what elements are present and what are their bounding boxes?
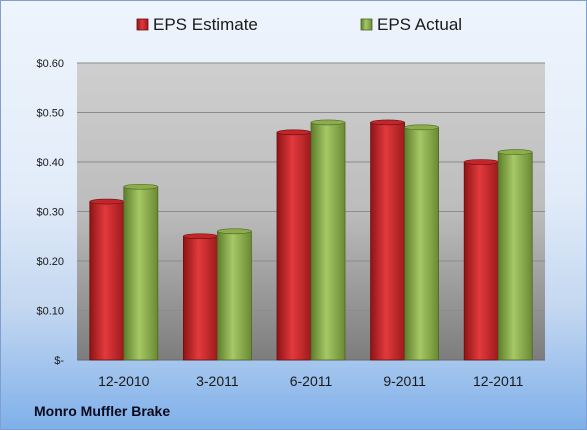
bar-top [89, 198, 125, 205]
bar-eps-actual [123, 186, 159, 361]
x-tick-label: 12-2010 [98, 373, 150, 389]
y-axis-ticks: $- $0.10 $0.20 $0.30 $0.40 $0.50 $0.60 [36, 58, 64, 367]
x-tick-label: 6-2011 [290, 373, 333, 389]
legend-swatch [136, 18, 149, 31]
legend: EPS Estimate EPS Actual [136, 15, 462, 34]
bar-top [310, 119, 346, 126]
y-tick-label: $0.60 [36, 58, 64, 70]
x-axis-ticks: 12-2010 3-2011 6-2011 9-2011 12-2011 [98, 373, 523, 389]
y-tick-label: $0.10 [36, 306, 64, 318]
bar-top [183, 233, 218, 240]
bar-top [370, 119, 405, 126]
y-tick-label: $- [54, 355, 64, 367]
legend-label: EPS Actual [377, 15, 462, 34]
bar-top [217, 228, 252, 235]
bar-eps-actual [216, 230, 252, 361]
bar-top [463, 159, 499, 165]
y-tick-label: $0.50 [36, 108, 64, 120]
bar-eps-actual [310, 122, 346, 361]
bar-top [497, 149, 533, 155]
bar-eps-estimate [182, 235, 218, 361]
bar-top [123, 183, 159, 190]
y-tick-label: $0.30 [36, 207, 64, 219]
bar-eps-estimate [463, 161, 499, 361]
x-tick-label: 12-2011 [473, 373, 524, 389]
legend-label: EPS Estimate [153, 15, 258, 34]
x-tick-label: 9-2011 [383, 373, 426, 389]
bar-eps-actual [404, 126, 440, 361]
x-tick-label: 3-2011 [196, 373, 239, 389]
company-name: Monro Muffler Brake [34, 403, 171, 419]
bar-eps-actual [497, 151, 533, 361]
y-tick-label: $0.20 [36, 256, 64, 268]
bar-eps-estimate [276, 131, 312, 361]
bar-eps-estimate [89, 201, 125, 361]
y-tick-label: $0.40 [36, 157, 64, 169]
legend-swatch [360, 18, 373, 31]
bars [89, 119, 533, 361]
bar-eps-estimate [370, 122, 406, 361]
bar-top [276, 129, 312, 136]
bar-top [404, 124, 439, 131]
